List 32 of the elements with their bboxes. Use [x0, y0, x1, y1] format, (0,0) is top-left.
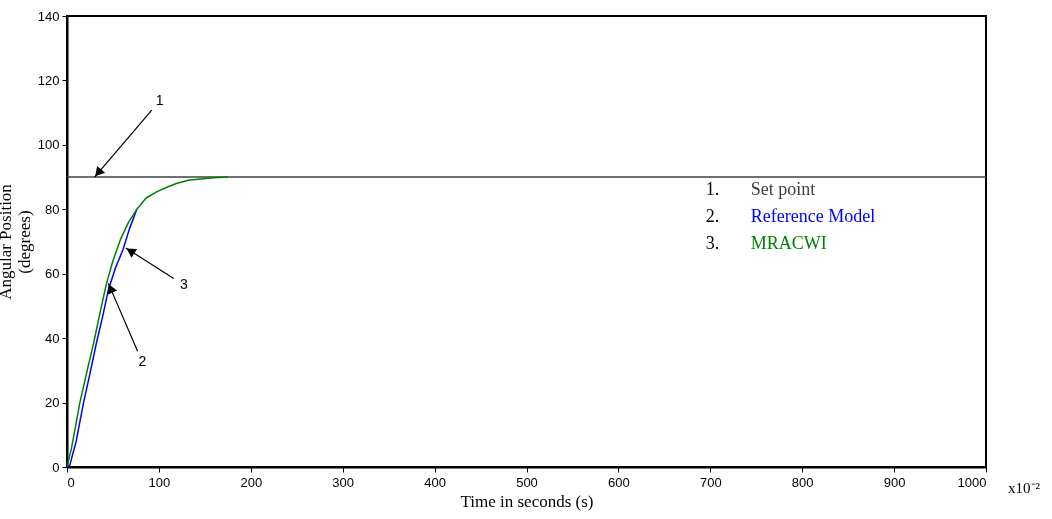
x-tick-label: 1000	[957, 474, 987, 490]
annotation: 2.	[705, 205, 720, 226]
x-tick-label: 0	[67, 474, 75, 490]
x-tick-label: 800	[791, 474, 814, 490]
x-tick-label: 400	[424, 474, 446, 490]
line-series	[67, 176, 229, 467]
y-tick-label: 20	[45, 395, 60, 411]
annotation: 3.	[705, 232, 720, 253]
text: x10⁻²	[1008, 480, 1041, 496]
x-axis-title: Time in seconds (s)	[460, 491, 594, 511]
y-tick-label: 100	[37, 137, 60, 153]
y-tick-label: 80	[45, 201, 60, 217]
x-tick-label: 600	[608, 474, 630, 490]
x-tick-label: 900	[883, 474, 906, 490]
y-tick-label: 140	[37, 8, 60, 24]
annotation: 1	[155, 92, 164, 109]
annotation: 1.	[705, 178, 720, 199]
y-tick-label: 120	[37, 72, 60, 88]
annotation: 2	[138, 353, 147, 370]
y-tick-label: 40	[45, 330, 60, 346]
annotation: 3	[179, 275, 188, 292]
line-series	[67, 208, 138, 467]
y-tick-label: 0	[52, 459, 60, 475]
x-tick-label: 300	[332, 474, 355, 490]
text: MRACWI	[750, 232, 827, 253]
x-tick-label: 700	[699, 474, 722, 490]
series-label: Set point	[750, 178, 816, 199]
x-tick-label: 200	[240, 474, 263, 490]
x-tick-label: 100	[148, 474, 171, 490]
text: Reference Model	[750, 205, 876, 226]
y-tick-label: 60	[45, 266, 60, 282]
x-tick-label: 500	[516, 474, 538, 490]
